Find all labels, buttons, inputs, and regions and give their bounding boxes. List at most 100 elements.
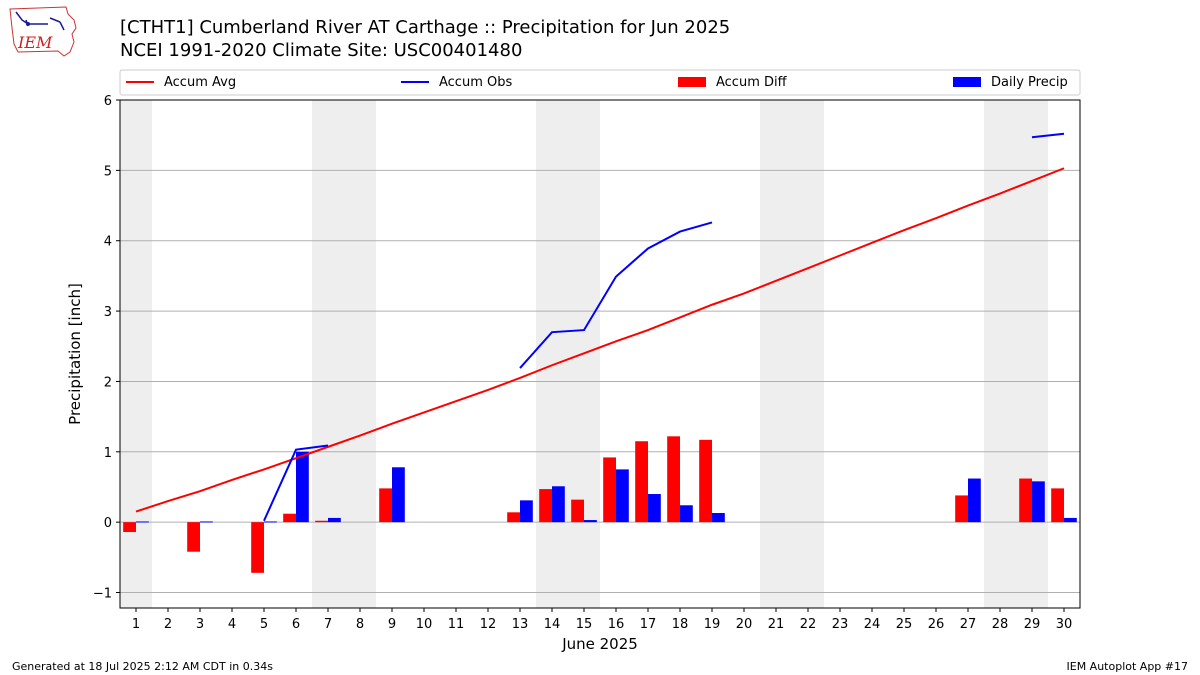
x-tick-label: 4 [228, 617, 236, 632]
legend-box [119, 69, 1081, 96]
x-tick-label: 24 [864, 617, 881, 632]
chart-title: [CTHT1] Cumberland River AT Carthage :: … [120, 17, 731, 38]
accum-diff-bar [571, 499, 584, 523]
x-tick-label: 19 [704, 617, 721, 632]
accum-diff-bar [187, 522, 200, 552]
x-tick-label: 11 [448, 617, 465, 632]
x-tick-label: 13 [512, 617, 529, 632]
accum-obs-line [519, 221, 713, 369]
y-tick-label: 0 [104, 516, 112, 531]
x-tick-label: 21 [768, 617, 785, 632]
daily-precip-bar [680, 505, 693, 523]
daily-precip-bar [392, 467, 405, 523]
daily-precip-bar [552, 486, 565, 523]
x-tick-label: 18 [672, 617, 689, 632]
accum-diff-bar [539, 489, 552, 523]
weekend-shade-day-7 [312, 100, 344, 608]
daily-precip-bar [200, 521, 213, 523]
x-tick-label: 15 [576, 617, 593, 632]
y-tick-label: −1 [93, 587, 112, 602]
x-tick-label: 16 [608, 617, 625, 632]
chart-subtitle: NCEI 1991-2020 Climate Site: USC00401480 [120, 40, 523, 61]
accum-diff-bar [315, 520, 328, 523]
x-tick-label: 23 [832, 617, 849, 632]
daily-precip-bar [712, 513, 725, 523]
x-tick-label: 1 [132, 617, 140, 632]
daily-precip-bar [520, 500, 533, 523]
legend-label: Accum Diff [716, 75, 788, 90]
legend-swatch [678, 77, 706, 87]
logo-text: IEM [17, 33, 53, 52]
x-tick-label: 27 [960, 617, 977, 632]
x-tick-label: 5 [260, 617, 268, 632]
accum-diff-bar [699, 439, 712, 523]
x-tick-label: 2 [164, 617, 172, 632]
weekend-shade-day-14 [536, 100, 568, 608]
x-tick-label: 20 [736, 617, 753, 632]
y-tick-label: 1 [104, 446, 112, 461]
y-axis-label: Precipitation [inch] [66, 283, 84, 425]
footer-app: IEM Autoplot App #17 [1066, 660, 1189, 673]
bars [123, 436, 1077, 573]
x-tick-label: 29 [1024, 617, 1041, 632]
accum-obs-line [263, 444, 329, 522]
accum-diff-bar [1019, 478, 1032, 523]
legend-swatch [953, 77, 981, 87]
x-tick-label: 26 [928, 617, 945, 632]
weekend-shade-day-21 [760, 100, 792, 608]
x-tick-label: 10 [416, 617, 433, 632]
accum-diff-bar [1051, 488, 1064, 523]
daily-precip-bar [136, 521, 149, 523]
x-tick-label: 25 [896, 617, 913, 632]
y-tick-label: 5 [104, 164, 112, 179]
accum-diff-bar [251, 522, 264, 573]
daily-precip-bar [1064, 517, 1077, 523]
daily-precip-bar [1032, 481, 1045, 523]
x-tick-label: 6 [292, 617, 300, 632]
accum-diff-bar [603, 457, 616, 523]
y-tick-label: 6 [104, 94, 112, 109]
daily-precip-bar [328, 517, 341, 523]
x-tick-label: 14 [544, 617, 561, 632]
accum-diff-bar [123, 522, 136, 533]
x-axis-label: June 2025 [561, 635, 638, 653]
x-tick-label: 28 [992, 617, 1009, 632]
y-tick-label: 2 [104, 375, 112, 390]
plot-frame [119, 99, 1081, 609]
x-tick-label: 17 [640, 617, 657, 632]
legend-label: Daily Precip [991, 75, 1068, 90]
accum-diff-bar [955, 495, 968, 523]
legend: Accum Avg Accum Obs Accum Diff Daily Precip [119, 69, 1081, 96]
legend-label: Accum Obs [439, 75, 512, 90]
x-tick-label: 22 [800, 617, 817, 632]
daily-precip-bar [296, 451, 309, 523]
accum-diff-bar [667, 436, 680, 523]
x-tick-label: 8 [356, 617, 364, 632]
accum-obs-line [1031, 132, 1065, 139]
daily-precip-bar [616, 469, 629, 523]
lines [135, 132, 1065, 522]
accum-diff-bar [635, 441, 648, 523]
x-tick-label: 9 [388, 617, 396, 632]
x-tick-label: 3 [196, 617, 204, 632]
y-tick-label: 4 [104, 235, 112, 250]
accum-diff-bar [283, 513, 296, 523]
daily-precip-bar [264, 521, 277, 523]
daily-precip-bar [648, 494, 661, 523]
footer-generated: Generated at 18 Jul 2025 2:12 AM CDT in … [12, 660, 273, 673]
legend-label: Accum Avg [164, 75, 236, 90]
x-tick-label: 12 [480, 617, 497, 632]
daily-precip-bar [584, 520, 597, 523]
weekend-shade-day-8 [344, 100, 376, 608]
weekend-shade-day-22 [792, 100, 824, 608]
x-tick-label: 30 [1056, 617, 1073, 632]
daily-precip-bar [968, 478, 981, 523]
y-tick-label: 3 [104, 305, 112, 320]
x-tick-label: 7 [324, 617, 332, 632]
accum-diff-bar [379, 488, 392, 523]
iem-iowa-logo-icon: IEM [9, 6, 77, 57]
weekend-shade-day-28 [984, 100, 1016, 608]
accum-diff-bar [507, 512, 520, 523]
